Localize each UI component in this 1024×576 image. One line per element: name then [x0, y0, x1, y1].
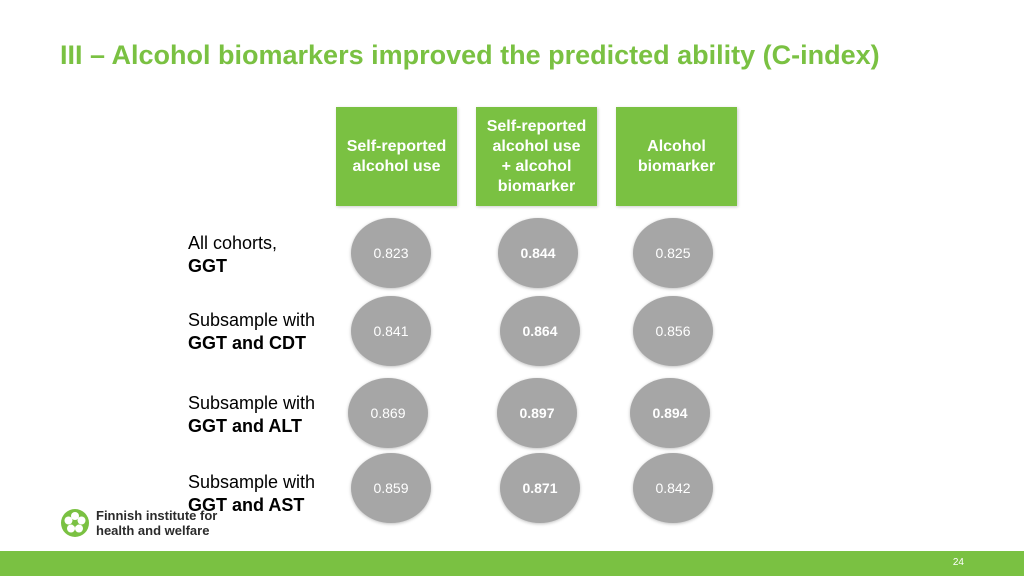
c-index-cell: 0.864: [500, 296, 580, 366]
column-header-label: Alcohol biomarker: [637, 137, 716, 175]
logo-text-line2: health and welfare: [96, 523, 210, 538]
row-label-ggt-cdt: Subsample with GGT and CDT: [188, 309, 315, 355]
row-label-ggt-alt: Subsample with GGT and ALT: [188, 392, 315, 438]
c-index-cell: 0.871: [500, 453, 580, 523]
column-header-self-reported: Self-reported alcohol use: [336, 107, 457, 206]
column-header-biomarker: Alcohol biomarker: [616, 107, 737, 206]
flower-logo-icon: [61, 509, 89, 537]
c-index-cell: 0.842: [633, 453, 713, 523]
row-label-all-cohorts: All cohorts, GGT: [188, 232, 277, 278]
c-index-cell: 0.859: [351, 453, 431, 523]
row-label-line2: GGT and ALT: [188, 416, 302, 436]
c-index-cell: 0.894: [630, 378, 710, 448]
footer-bar: 24: [0, 551, 1024, 576]
page-number: 24: [952, 557, 964, 568]
slide-title: III – Alcohol biomarkers improved the pr…: [60, 40, 880, 70]
c-index-cell: 0.825: [633, 218, 713, 288]
row-label-line1: All cohorts,: [188, 233, 278, 253]
column-header-label: Self-reported alcohol use + alcohol biom…: [486, 117, 587, 195]
row-label-line1: Subsample with: [188, 472, 316, 492]
logo-text-line1: Finnish institute for: [96, 508, 218, 523]
c-index-cell: 0.856: [633, 296, 713, 366]
c-index-cell: 0.823: [351, 218, 431, 288]
c-index-cell: 0.844: [498, 218, 578, 288]
c-index-cell: 0.869: [348, 378, 428, 448]
c-index-cell: 0.897: [497, 378, 577, 448]
row-label-line2: GGT: [188, 256, 227, 276]
row-label-ggt-ast: Subsample with GGT and AST: [188, 471, 315, 517]
column-header-combined: Self-reported alcohol use + alcohol biom…: [476, 107, 597, 206]
column-header-label: Self-reported alcohol use: [346, 137, 447, 175]
row-label-line1: Subsample with: [188, 393, 316, 413]
row-label-line2: GGT and CDT: [188, 333, 306, 353]
c-index-cell: 0.841: [351, 296, 431, 366]
institute-logo: Finnish institute for health and welfare: [60, 508, 217, 538]
row-label-line1: Subsample with: [188, 310, 316, 330]
row-label-line2: GGT and AST: [188, 495, 305, 515]
